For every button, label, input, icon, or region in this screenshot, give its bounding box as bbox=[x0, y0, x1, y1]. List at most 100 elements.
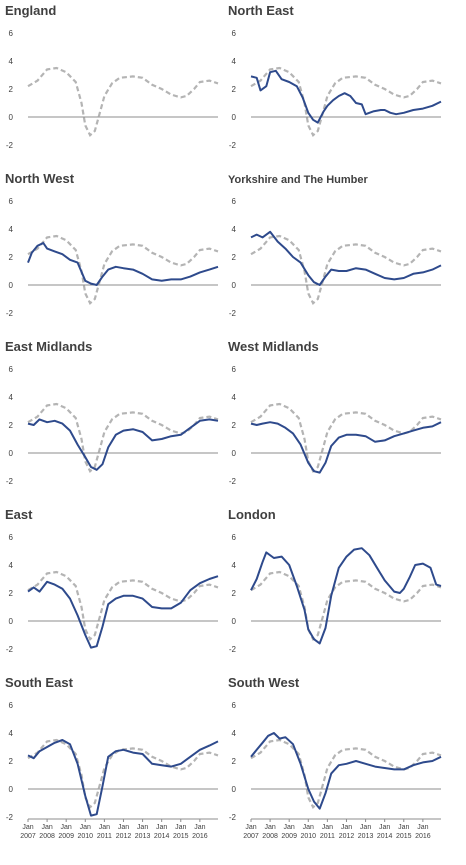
england-series-line bbox=[27, 402, 219, 473]
x-tick-label-year: 2011 bbox=[320, 833, 335, 840]
x-tick-label-month: Jan bbox=[118, 824, 129, 831]
x-tick-label-year: 2015 bbox=[173, 833, 189, 840]
x-tick-label-month: Jan bbox=[417, 824, 428, 831]
region-series-line bbox=[250, 547, 442, 645]
region-series-line bbox=[250, 421, 442, 474]
x-tick-label-month: Jan bbox=[245, 824, 256, 831]
panel-title: East bbox=[5, 507, 33, 522]
y-tick-label: 0 bbox=[9, 449, 14, 458]
x-tick-label-month: Jan bbox=[137, 824, 148, 831]
y-tick-label: 0 bbox=[9, 113, 14, 122]
x-tick-label-month: Jan bbox=[156, 824, 167, 831]
y-tick-label: 6 bbox=[232, 197, 237, 206]
panel-title: Yorkshire and The Humber bbox=[228, 174, 368, 186]
x-tick-label-year: 2008 bbox=[262, 833, 278, 840]
x-tick-label-year: 2014 bbox=[377, 833, 393, 840]
x-tick-label-month: Jan bbox=[175, 824, 186, 831]
region-series-line bbox=[250, 732, 442, 810]
x-tick-label-year: 2011 bbox=[97, 833, 112, 840]
region-series-line bbox=[27, 575, 219, 649]
x-tick-label-month: Jan bbox=[264, 824, 275, 831]
x-tick-label-year: 2009 bbox=[58, 833, 74, 840]
y-tick-label: 2 bbox=[232, 757, 237, 766]
y-tick-label: 2 bbox=[232, 421, 237, 430]
panel-title: West Midlands bbox=[228, 339, 319, 354]
panel-north-east: North East -2 0 2 4 6 bbox=[228, 3, 442, 150]
y-tick-label: 6 bbox=[9, 533, 14, 542]
y-tick-label: 0 bbox=[232, 281, 237, 290]
panel-title: South East bbox=[5, 675, 74, 690]
x-tick-label-month: Jan bbox=[398, 824, 409, 831]
panel-east: East -2 0 2 4 6 bbox=[5, 507, 219, 654]
y-tick-label: 6 bbox=[9, 701, 14, 710]
panel-england: England -2 0 2 4 6 bbox=[5, 3, 219, 150]
y-tick-label: 2 bbox=[9, 253, 14, 262]
panel-title: North East bbox=[228, 3, 294, 18]
y-tick-label: 6 bbox=[9, 365, 14, 374]
x-tick-label-month: Jan bbox=[99, 824, 110, 831]
x-tick-label-month: Jan bbox=[80, 824, 91, 831]
x-tick-label-year: 2016 bbox=[415, 833, 431, 840]
x-tick-label-year: 2010 bbox=[300, 833, 316, 840]
y-tick-label: 2 bbox=[9, 421, 14, 430]
y-tick-label: 2 bbox=[9, 757, 14, 766]
y-tick-label: 6 bbox=[9, 29, 14, 38]
x-tick-label-year: 2015 bbox=[396, 833, 412, 840]
england-series-line bbox=[27, 570, 219, 641]
panel-title: North West bbox=[5, 171, 75, 186]
england-series-line bbox=[27, 66, 219, 137]
y-tick-label: -2 bbox=[229, 477, 237, 486]
x-tick-label-year: 2010 bbox=[77, 833, 93, 840]
y-tick-label: 2 bbox=[232, 85, 237, 94]
x-tick-label-year: 2007 bbox=[20, 833, 36, 840]
y-tick-label: 2 bbox=[9, 85, 14, 94]
x-tick-label-month: Jan bbox=[22, 824, 33, 831]
y-tick-label: -2 bbox=[6, 309, 14, 318]
panel-title: East Midlands bbox=[5, 339, 92, 354]
x-tick-label-year: 2016 bbox=[192, 833, 208, 840]
x-tick-label-year: 2008 bbox=[39, 833, 55, 840]
region-series-line bbox=[250, 69, 442, 124]
y-tick-label: -2 bbox=[229, 309, 237, 318]
england-series-line bbox=[27, 738, 219, 809]
y-tick-label: 6 bbox=[9, 197, 14, 206]
y-tick-label: 4 bbox=[9, 393, 14, 402]
y-tick-label: -2 bbox=[229, 141, 237, 150]
region-series-line bbox=[27, 418, 219, 471]
y-tick-label: 2 bbox=[232, 253, 237, 262]
y-tick-label: 4 bbox=[9, 57, 14, 66]
y-tick-label: -2 bbox=[6, 645, 14, 654]
panel-north-west: North West -2 0 2 4 6 bbox=[5, 171, 219, 318]
england-series-line bbox=[250, 570, 442, 641]
panel-title: England bbox=[5, 3, 56, 18]
england-series-line bbox=[27, 234, 219, 305]
y-tick-label: 0 bbox=[232, 113, 237, 122]
y-tick-label: 6 bbox=[232, 29, 237, 38]
y-tick-label: 4 bbox=[232, 561, 237, 570]
england-series-line bbox=[250, 66, 442, 137]
y-tick-label: -2 bbox=[6, 141, 14, 150]
region-series-line bbox=[27, 739, 219, 817]
panel-west-midlands: West Midlands -2 0 2 4 6 bbox=[228, 339, 442, 486]
y-tick-label: 4 bbox=[232, 57, 237, 66]
y-tick-label: 4 bbox=[232, 225, 237, 234]
x-tick-label-month: Jan bbox=[341, 824, 352, 831]
y-tick-label: 6 bbox=[232, 533, 237, 542]
y-tick-label: 4 bbox=[9, 225, 14, 234]
x-tick-label-month: Jan bbox=[284, 824, 295, 831]
panel-yorkshire-and-the-humber: Yorkshire and The Humber -2 0 2 4 6 bbox=[228, 174, 442, 318]
y-tick-label: 6 bbox=[232, 701, 237, 710]
x-tick-label-month: Jan bbox=[322, 824, 333, 831]
y-tick-label: 0 bbox=[232, 617, 237, 626]
panel-title: South West bbox=[228, 675, 300, 690]
region-series-line bbox=[27, 242, 219, 286]
x-tick-label-month: Jan bbox=[379, 824, 390, 831]
y-tick-label: 4 bbox=[232, 729, 237, 738]
x-tick-label-month: Jan bbox=[41, 824, 52, 831]
panel-title: London bbox=[228, 507, 276, 522]
x-tick-label-year: 2012 bbox=[116, 833, 132, 840]
england-series-line bbox=[250, 234, 442, 305]
y-tick-label: 2 bbox=[9, 589, 14, 598]
